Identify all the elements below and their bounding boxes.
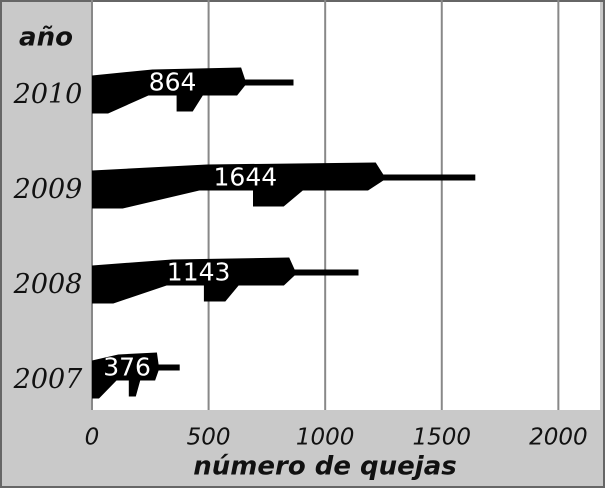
y-tick-label: 2010 xyxy=(13,79,83,110)
x-tick-label: 1000 xyxy=(296,425,355,451)
value-label: 1644 xyxy=(214,163,278,192)
x-tick-label: 2000 xyxy=(529,425,588,451)
y-axis-title: año xyxy=(19,23,73,53)
value-label: 1143 xyxy=(167,258,231,287)
value-label: 864 xyxy=(149,68,197,97)
x-tick-label: 0 xyxy=(85,425,100,451)
chart: año número de quejas 0 500 1000 1500 2000 201… xyxy=(0,0,605,488)
plot-area xyxy=(92,0,600,410)
y-tick-label: 2009 xyxy=(13,174,83,205)
x-axis-title: número de quejas xyxy=(193,452,456,482)
x-tick-label: 1500 xyxy=(412,425,471,451)
value-label: 376 xyxy=(103,353,151,382)
x-tick-label: 500 xyxy=(187,425,231,451)
y-tick-label: 2008 xyxy=(13,269,83,300)
y-tick-label: 2007 xyxy=(13,364,84,395)
